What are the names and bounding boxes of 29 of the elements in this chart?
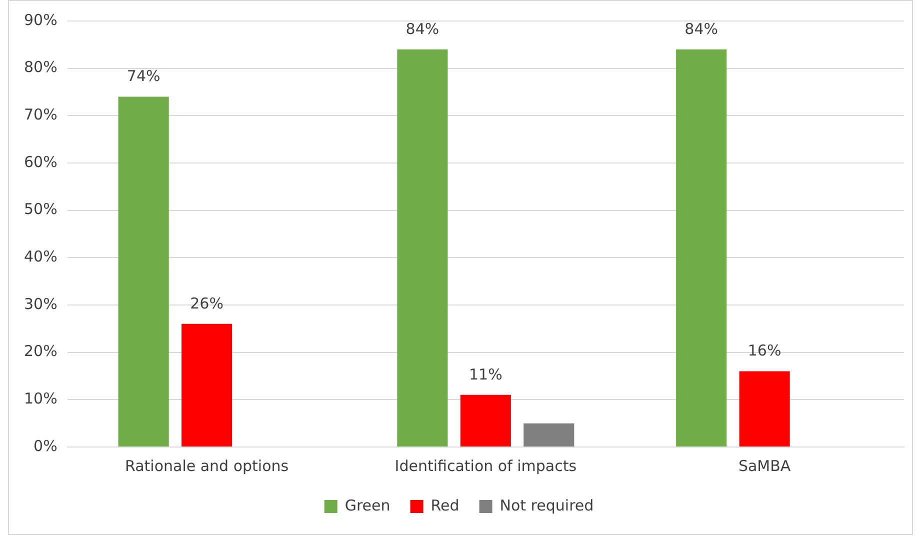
y-tick-label: 50%: [24, 200, 58, 218]
bar: [118, 96, 169, 446]
bar: [460, 394, 511, 446]
bar: [397, 49, 448, 446]
data-label: 84%: [406, 20, 440, 38]
y-tick-label: 30%: [24, 294, 58, 313]
legend-label: Red: [430, 496, 460, 514]
y-tick-label: 80%: [24, 58, 58, 76]
data-label: 26%: [190, 294, 224, 312]
data-label: 11%: [469, 365, 502, 384]
y-tick-label: 40%: [24, 248, 58, 266]
bar: [739, 371, 790, 446]
y-tick-label: 20%: [24, 342, 58, 360]
legend-label: Not required: [500, 496, 594, 514]
data-label: 16%: [748, 342, 782, 360]
y-tick-label: 90%: [24, 10, 58, 29]
legend-label: Green: [344, 496, 390, 514]
bar: [676, 49, 727, 446]
y-tick-label: 60%: [24, 152, 58, 171]
data-label: 74%: [126, 67, 160, 86]
x-tick-label: Identification of impacts: [394, 456, 577, 475]
bar: [182, 324, 232, 446]
bar: [524, 423, 574, 446]
data-label: 84%: [684, 20, 718, 38]
x-tick-label: SaMBA: [738, 456, 792, 475]
x-tick-label: Rationale and options: [124, 456, 289, 475]
y-tick-label: 0%: [34, 436, 58, 455]
y-tick-label: 70%: [24, 106, 58, 124]
y-tick-label: 10%: [24, 390, 58, 408]
